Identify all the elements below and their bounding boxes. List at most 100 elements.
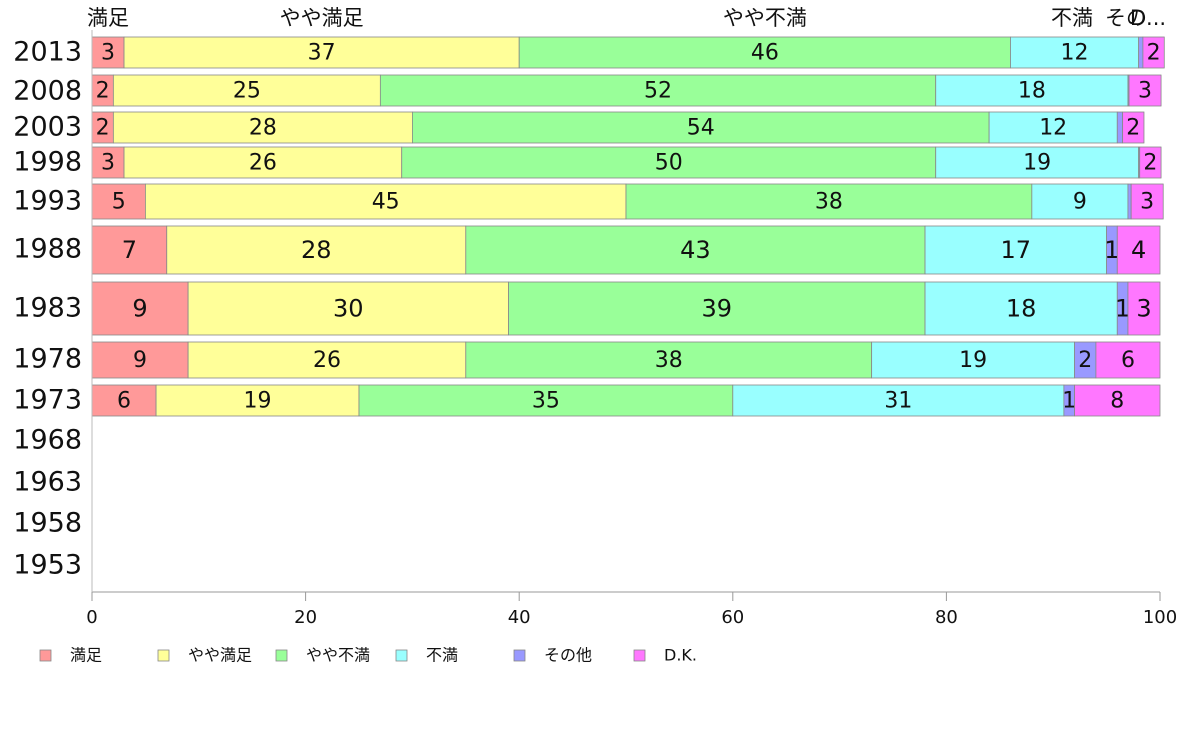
data-label: 46 bbox=[751, 41, 779, 66]
y-tick-label: 1968 bbox=[13, 425, 82, 456]
data-label: 45 bbox=[372, 190, 400, 215]
data-label: 19 bbox=[1023, 151, 1051, 176]
bar-segment bbox=[123, 146, 403, 179]
legend: 満足 やや満足 やや不満 不満 その他 D.K. bbox=[39, 646, 697, 665]
bar-segment bbox=[1010, 36, 1140, 69]
bar-segment bbox=[401, 146, 937, 179]
bar-segment bbox=[1127, 183, 1132, 220]
data-label: 43 bbox=[680, 236, 711, 264]
data-label: 52 bbox=[644, 79, 672, 104]
y-tick-label: 1988 bbox=[13, 234, 82, 265]
x-axis: 0 20 40 60 80 100 bbox=[86, 30, 1177, 628]
data-label: 25 bbox=[233, 79, 261, 104]
data-label: 18 bbox=[1006, 295, 1037, 323]
bar-segment bbox=[379, 74, 937, 107]
data-label: 2 bbox=[96, 79, 110, 104]
legend-swatch bbox=[39, 649, 52, 662]
data-label: 38 bbox=[815, 190, 843, 215]
bar-segment bbox=[112, 111, 413, 144]
x-tick-label: 100 bbox=[1143, 607, 1177, 628]
data-label: 2 bbox=[96, 116, 110, 141]
bar-segment bbox=[1095, 341, 1161, 379]
bar-segment bbox=[871, 341, 1075, 379]
series-top-label: 満足 bbox=[87, 6, 129, 30]
data-label: 8 bbox=[1110, 389, 1124, 414]
legend-label: やや満足 bbox=[188, 646, 252, 665]
data-label: 2 bbox=[1078, 348, 1092, 373]
bar-segment bbox=[924, 225, 1107, 275]
data-label: 38 bbox=[655, 348, 683, 373]
bar-segment bbox=[935, 74, 1129, 107]
series-top-label: その bbox=[1105, 6, 1147, 30]
x-tick-label: 40 bbox=[508, 607, 531, 628]
data-label: 31 bbox=[884, 389, 912, 414]
bar-segment bbox=[1122, 111, 1145, 144]
y-tick-label: 1998 bbox=[13, 147, 82, 178]
data-label: 6 bbox=[117, 389, 131, 414]
bar-segment bbox=[465, 225, 926, 275]
legend-swatch bbox=[395, 649, 408, 662]
data-label: 19 bbox=[244, 389, 272, 414]
data-label: 18 bbox=[1018, 79, 1046, 104]
series-top-label: D... bbox=[1130, 6, 1166, 30]
bar-segment bbox=[732, 384, 1065, 417]
x-tick-label: 0 bbox=[86, 607, 97, 628]
bar-segment bbox=[924, 281, 1118, 336]
data-label: 3 bbox=[1138, 79, 1152, 104]
bar-segment bbox=[508, 281, 926, 336]
data-label: 1 bbox=[1062, 389, 1076, 414]
y-tick-label: 2003 bbox=[13, 112, 82, 143]
data-label: 2 bbox=[1126, 116, 1140, 141]
legend-label: やや不満 bbox=[306, 646, 370, 665]
legend-label: D.K. bbox=[664, 646, 697, 665]
bar-segment bbox=[1116, 225, 1161, 275]
data-label: 35 bbox=[532, 389, 560, 414]
data-label: 2 bbox=[1147, 41, 1161, 66]
bar-segment bbox=[123, 36, 520, 69]
bar-segment bbox=[1074, 384, 1161, 417]
y-tick-label: 1963 bbox=[13, 467, 82, 498]
y-tick-label: 1983 bbox=[13, 293, 82, 324]
bar-segment bbox=[112, 74, 381, 107]
legend-swatch bbox=[513, 649, 526, 662]
bar-segment bbox=[1139, 146, 1162, 179]
y-tick-label: 2013 bbox=[13, 37, 82, 68]
data-label: 17 bbox=[1001, 236, 1032, 264]
data-label: 9 bbox=[1073, 190, 1087, 215]
legend-label: 満足 bbox=[70, 646, 102, 665]
y-tick-label: 2008 bbox=[13, 76, 82, 107]
bar-segment bbox=[935, 146, 1140, 179]
data-label: 1 bbox=[1104, 236, 1119, 264]
legend-swatch bbox=[275, 649, 288, 662]
bar-segment bbox=[166, 225, 467, 275]
x-tick-label: 80 bbox=[935, 607, 958, 628]
x-tick-label: 20 bbox=[294, 607, 317, 628]
data-label: 26 bbox=[249, 151, 277, 176]
y-tick-label: 1953 bbox=[13, 550, 82, 581]
bar-segment bbox=[144, 183, 627, 220]
bar-segment bbox=[187, 341, 467, 379]
bars-group: 3 37 46 12 22 25 52 18 32 28 54 12 23 26 50 19 25 45 38 9 37… bbox=[91, 36, 1165, 417]
series-top-label: 不満 bbox=[1051, 6, 1093, 30]
data-label: 5 bbox=[112, 190, 126, 215]
y-tick-label: 1973 bbox=[13, 385, 82, 416]
bar-segment bbox=[1127, 281, 1161, 336]
data-label: 4 bbox=[1131, 236, 1146, 264]
data-label: 39 bbox=[702, 295, 733, 323]
series-top-label: やや満足 bbox=[280, 6, 364, 30]
data-label: 3 bbox=[1140, 190, 1154, 215]
data-label: 7 bbox=[122, 236, 137, 264]
data-label: 54 bbox=[687, 116, 715, 141]
data-label: 9 bbox=[132, 295, 147, 323]
bar-segment bbox=[988, 111, 1118, 144]
data-label: 1 bbox=[1115, 295, 1130, 323]
bar-segment bbox=[1138, 36, 1144, 69]
legend-label: その他 bbox=[544, 646, 592, 665]
data-label: 12 bbox=[1039, 116, 1067, 141]
data-label: 26 bbox=[313, 348, 341, 373]
bar-segment bbox=[1130, 183, 1164, 220]
legend-label: 不満 bbox=[426, 646, 458, 665]
series-top-label: やや不満 bbox=[723, 6, 807, 30]
data-label: 30 bbox=[333, 295, 364, 323]
